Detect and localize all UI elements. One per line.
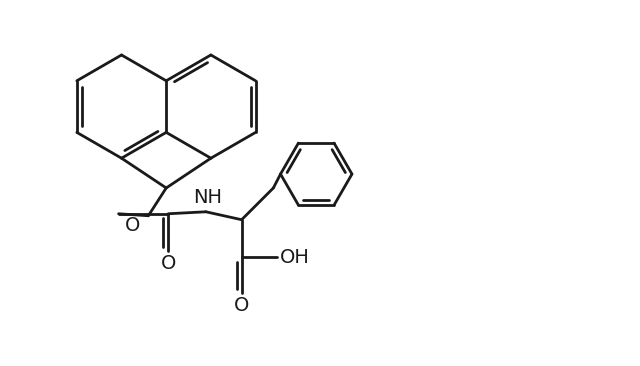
Text: OH: OH	[280, 248, 310, 267]
Text: NH: NH	[193, 188, 222, 208]
Text: O: O	[125, 216, 140, 235]
Text: O: O	[161, 254, 176, 273]
Text: O: O	[234, 296, 250, 314]
